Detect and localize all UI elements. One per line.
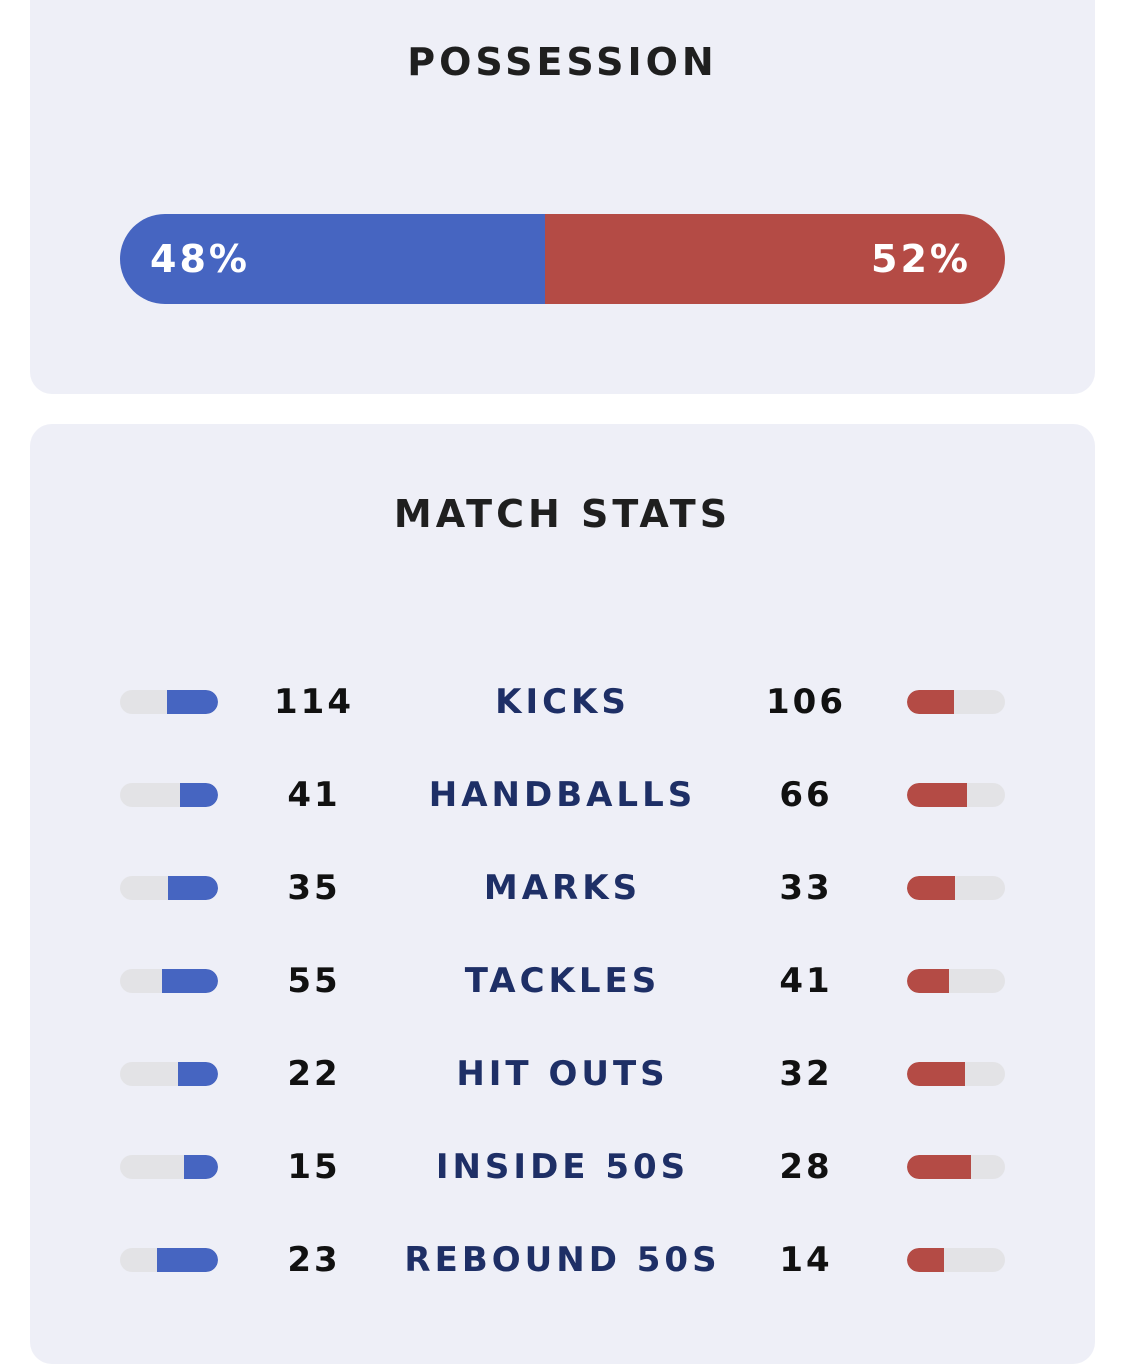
home-comparison-bar bbox=[120, 1248, 218, 1272]
home-stat-value: 23 bbox=[287, 1240, 341, 1280]
away-comparison-fill bbox=[907, 1062, 966, 1086]
stat-row-marks: 35 MARKS 33 bbox=[30, 868, 1095, 908]
home-stat-value: 41 bbox=[287, 775, 341, 815]
possession-away-label: 52% bbox=[871, 237, 971, 281]
home-comparison-fill bbox=[178, 1062, 218, 1086]
stat-label: REBOUND 50S bbox=[404, 1240, 721, 1280]
away-comparison-fill bbox=[907, 1155, 971, 1179]
possession-card: POSSESSION 48% 52% bbox=[30, 0, 1095, 394]
home-comparison-bar bbox=[120, 1062, 218, 1086]
possession-title: POSSESSION bbox=[407, 40, 718, 84]
stat-label: TACKLES bbox=[464, 961, 661, 1001]
home-comparison-fill bbox=[167, 876, 218, 900]
home-stat-value: 15 bbox=[287, 1147, 341, 1187]
away-comparison-bar bbox=[907, 1155, 1005, 1179]
away-stat-value: 32 bbox=[779, 1054, 833, 1094]
stat-label: KICKS bbox=[495, 682, 630, 722]
stat-row-rebound-50s: 23 REBOUND 50S 14 bbox=[30, 1240, 1095, 1280]
match-stats-card: MATCH STATS 114 KICKS 106 41 HANDBALLS 6… bbox=[30, 424, 1095, 1364]
stat-row-handballs: 41 HANDBALLS 66 bbox=[30, 775, 1095, 815]
possession-home-label: 48% bbox=[150, 237, 250, 281]
stat-row-hit-outs: 22 HIT OUTS 32 bbox=[30, 1054, 1095, 1094]
home-stat-value: 114 bbox=[274, 682, 354, 722]
away-comparison-fill bbox=[907, 690, 955, 714]
possession-bar: 48% 52% bbox=[120, 214, 1005, 304]
home-stat-value: 35 bbox=[287, 868, 341, 908]
away-stat-value: 106 bbox=[766, 682, 846, 722]
possession-away-segment: 52% bbox=[544, 214, 1005, 304]
away-stat-value: 66 bbox=[779, 775, 833, 815]
match-stats-title: MATCH STATS bbox=[393, 492, 732, 536]
stat-row-kicks: 114 KICKS 106 bbox=[30, 682, 1095, 722]
away-comparison-bar bbox=[907, 783, 1005, 807]
home-comparison-bar bbox=[120, 969, 218, 993]
home-stat-value: 22 bbox=[287, 1054, 341, 1094]
stat-label: INSIDE 50S bbox=[435, 1147, 690, 1187]
possession-home-segment: 48% bbox=[120, 214, 545, 304]
home-comparison-fill bbox=[180, 783, 218, 807]
home-comparison-bar bbox=[120, 1155, 218, 1179]
away-comparison-fill bbox=[907, 969, 949, 993]
home-comparison-fill bbox=[161, 969, 218, 993]
away-comparison-fill bbox=[907, 876, 955, 900]
away-comparison-bar bbox=[907, 1062, 1005, 1086]
stat-row-tackles: 55 TACKLES 41 bbox=[30, 961, 1095, 1001]
away-comparison-bar bbox=[907, 690, 1005, 714]
away-comparison-fill bbox=[907, 1248, 945, 1272]
stat-row-inside-50s: 15 INSIDE 50S 28 bbox=[30, 1147, 1095, 1187]
away-stat-value: 33 bbox=[779, 868, 833, 908]
home-comparison-fill bbox=[157, 1248, 218, 1272]
home-comparison-bar bbox=[120, 783, 218, 807]
away-stat-value: 14 bbox=[779, 1240, 833, 1280]
away-stat-value: 41 bbox=[779, 961, 833, 1001]
stat-label: HIT OUTS bbox=[456, 1054, 669, 1094]
away-stat-value: 28 bbox=[779, 1147, 833, 1187]
home-stat-value: 55 bbox=[287, 961, 341, 1001]
away-comparison-bar bbox=[907, 1248, 1005, 1272]
away-comparison-fill bbox=[907, 783, 968, 807]
home-comparison-bar bbox=[120, 690, 218, 714]
away-comparison-bar bbox=[907, 876, 1005, 900]
home-comparison-fill bbox=[167, 690, 218, 714]
home-comparison-fill bbox=[183, 1155, 218, 1179]
away-comparison-bar bbox=[907, 969, 1005, 993]
stat-label: HANDBALLS bbox=[428, 775, 697, 815]
home-comparison-bar bbox=[120, 876, 218, 900]
stat-label: MARKS bbox=[483, 868, 642, 908]
